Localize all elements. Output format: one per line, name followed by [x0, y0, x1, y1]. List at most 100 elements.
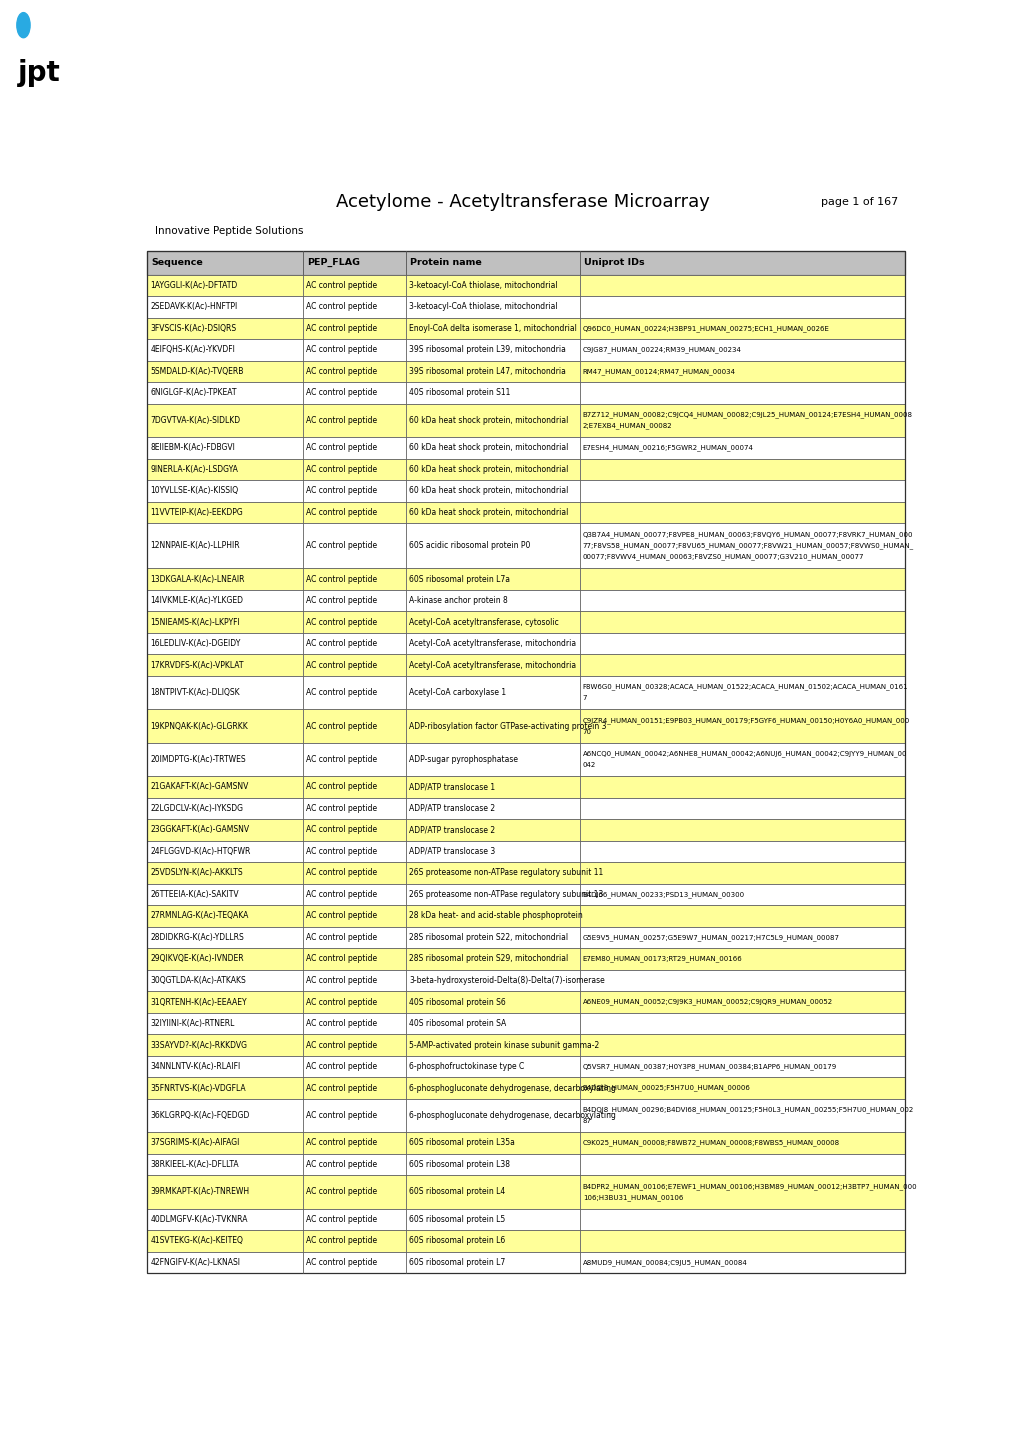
Bar [147, 1229, 904, 1251]
Bar [147, 1251, 904, 1273]
Text: 60S ribosomal protein L35a: 60S ribosomal protein L35a [409, 1139, 515, 1147]
Text: Acetyl-CoA acetyltransferase, mitochondria: Acetyl-CoA acetyltransferase, mitochondr… [409, 639, 576, 648]
Bar [579, 317, 904, 339]
Bar [147, 1013, 904, 1035]
Text: 60 kDa heat shock protein, mitochondrial: 60 kDa heat shock protein, mitochondrial [409, 486, 568, 495]
Bar [303, 970, 406, 991]
Text: AC control peptide: AC control peptide [306, 722, 377, 730]
Text: 6-phosphofructokinase type C: 6-phosphofructokinase type C [409, 1062, 524, 1071]
Text: AC control peptide: AC control peptide [306, 1160, 377, 1169]
Bar [579, 502, 904, 524]
Bar [406, 481, 579, 502]
Bar [303, 1154, 406, 1175]
Text: page 1 of 167: page 1 of 167 [820, 198, 898, 206]
Text: AC control peptide: AC control peptide [306, 890, 377, 899]
Bar [303, 361, 406, 382]
Bar [147, 251, 303, 274]
Text: AC control peptide: AC control peptide [306, 1019, 377, 1027]
Bar [147, 481, 303, 502]
Text: B4DQJ8_HUMAN_00025;F5H7U0_HUMAN_00006: B4DQJ8_HUMAN_00025;F5H7U0_HUMAN_00006 [582, 1085, 750, 1091]
Bar [147, 502, 904, 524]
Bar [579, 675, 904, 710]
Bar [406, 1035, 579, 1056]
Bar [579, 1229, 904, 1251]
Text: 6-phosphogluconate dehydrogenase, decarboxylating: 6-phosphogluconate dehydrogenase, decarb… [409, 1111, 615, 1120]
Text: B7Z712_HUMAN_00082;C9JCQ4_HUMAN_00082;C9JL25_HUMAN_00124;E7ESH4_HUMAN_0008: B7Z712_HUMAN_00082;C9JCQ4_HUMAN_00082;C9… [582, 411, 912, 418]
Text: 23GGKAFT-K(Ac)-GAMSNV: 23GGKAFT-K(Ac)-GAMSNV [150, 825, 250, 834]
Text: 36KLGRPQ-K(Ac)-FQEDGD: 36KLGRPQ-K(Ac)-FQEDGD [150, 1111, 250, 1120]
Text: 12NNPAIE-K(Ac)-LLPHIR: 12NNPAIE-K(Ac)-LLPHIR [150, 541, 239, 550]
Text: 39S ribosomal protein L47, mitochondria: 39S ribosomal protein L47, mitochondria [409, 367, 566, 377]
Text: 8EIIEBM-K(Ac)-FDBGVI: 8EIIEBM-K(Ac)-FDBGVI [150, 443, 235, 452]
Text: AC control peptide: AC control peptide [306, 508, 377, 517]
Bar [303, 743, 406, 776]
Text: 60 kDa heat shock protein, mitochondrial: 60 kDa heat shock protein, mitochondrial [409, 465, 568, 473]
Bar [303, 524, 406, 569]
Bar [579, 905, 904, 926]
Bar [579, 820, 904, 841]
Text: AC control peptide: AC control peptide [306, 345, 377, 355]
Text: ADP/ATP translocase 2: ADP/ATP translocase 2 [409, 825, 494, 834]
Text: 20IMDPTG-K(Ac)-TRTWES: 20IMDPTG-K(Ac)-TRTWES [150, 755, 246, 763]
Text: C9JG87_HUMAN_00224;RM39_HUMAN_00234: C9JG87_HUMAN_00224;RM39_HUMAN_00234 [582, 346, 741, 354]
Bar [147, 655, 904, 675]
Text: AC control peptide: AC control peptide [306, 388, 377, 397]
Bar [147, 1251, 303, 1273]
Text: AC control peptide: AC control peptide [306, 782, 377, 791]
Text: 28DIDKRG-K(Ac)-YDLLRS: 28DIDKRG-K(Ac)-YDLLRS [150, 934, 244, 942]
Bar [579, 481, 904, 502]
Bar [303, 437, 406, 459]
Bar [406, 1078, 579, 1098]
Text: A-kinase anchor protein 8: A-kinase anchor protein 8 [409, 596, 507, 605]
Text: AC control peptide: AC control peptide [306, 912, 377, 921]
Bar [406, 1013, 579, 1035]
Text: 42FNGIFV-K(Ac)-LKNASI: 42FNGIFV-K(Ac)-LKNASI [150, 1258, 240, 1267]
Text: 15NIEAMS-K(Ac)-LKPYFI: 15NIEAMS-K(Ac)-LKPYFI [150, 618, 239, 626]
Text: 2SEDAVK-K(Ac)-HNFTPI: 2SEDAVK-K(Ac)-HNFTPI [150, 303, 237, 312]
Text: 39RMKAPT-K(Ac)-TNREWH: 39RMKAPT-K(Ac)-TNREWH [150, 1188, 250, 1196]
Bar [303, 339, 406, 361]
Text: Protein name: Protein name [410, 258, 481, 267]
Text: 27RMNLAG-K(Ac)-TEQAKA: 27RMNLAG-K(Ac)-TEQAKA [150, 912, 249, 921]
Text: AC control peptide: AC control peptide [306, 1215, 377, 1224]
Bar [147, 926, 303, 948]
Text: 24FLGGVD-K(Ac)-HTQFWR: 24FLGGVD-K(Ac)-HTQFWR [150, 847, 251, 856]
Text: 3-ketoacyl-CoA thiolase, mitochondrial: 3-ketoacyl-CoA thiolase, mitochondrial [409, 303, 557, 312]
Bar [147, 905, 904, 926]
Bar [303, 382, 406, 404]
Bar [303, 675, 406, 710]
Bar [303, 274, 406, 296]
Text: 26S proteasome non-ATPase regulatory subunit 11: 26S proteasome non-ATPase regulatory sub… [409, 869, 602, 877]
Text: 11VVTEIP-K(Ac)-EEKDPG: 11VVTEIP-K(Ac)-EEKDPG [150, 508, 243, 517]
Bar [303, 1251, 406, 1273]
Text: 1AYGGLI-K(Ac)-DFTATD: 1AYGGLI-K(Ac)-DFTATD [150, 281, 237, 290]
Bar [303, 459, 406, 481]
Text: A6NCQ0_HUMAN_00042;A6NHE8_HUMAN_00042;A6NUJ6_HUMAN_00042;C9JYY9_HUMAN_00: A6NCQ0_HUMAN_00042;A6NHE8_HUMAN_00042;A6… [582, 750, 907, 758]
Bar [303, 991, 406, 1013]
Bar [406, 339, 579, 361]
Bar [406, 569, 579, 590]
Bar [147, 339, 303, 361]
Text: 77;F8VS58_HUMAN_00077;F8VU65_HUMAN_00077;F8VW21_HUMAN_00057;F8VWS0_HUMAN_: 77;F8VS58_HUMAN_00077;F8VU65_HUMAN_00077… [582, 543, 913, 550]
Bar [147, 841, 303, 861]
Bar [147, 926, 904, 948]
Text: B4DQJ8_HUMAN_00296;B4DVI68_HUMAN_00125;F5H0L3_HUMAN_00255;F5H7U0_HUMAN_002: B4DQJ8_HUMAN_00296;B4DVI68_HUMAN_00125;F… [582, 1107, 913, 1114]
Bar [406, 1229, 579, 1251]
Bar [406, 1154, 579, 1175]
Text: 26TTEEIA-K(Ac)-SAKITV: 26TTEEIA-K(Ac)-SAKITV [150, 890, 238, 899]
Bar [406, 883, 579, 905]
Text: 10YVLLSE-K(Ac)-KISSIQ: 10YVLLSE-K(Ac)-KISSIQ [150, 486, 238, 495]
Bar [579, 776, 904, 798]
Text: AC control peptide: AC control peptide [306, 688, 377, 697]
Text: 60S acidic ribosomal protein P0: 60S acidic ribosomal protein P0 [409, 541, 530, 550]
Bar [579, 251, 904, 274]
Bar [303, 296, 406, 317]
Text: AC control peptide: AC control peptide [306, 541, 377, 550]
Bar [406, 991, 579, 1013]
Text: 4EIFQHS-K(Ac)-YKVDFI: 4EIFQHS-K(Ac)-YKVDFI [150, 345, 235, 355]
Text: AC control peptide: AC control peptide [306, 281, 377, 290]
Text: 30QGTLDA-K(Ac)-ATKAKS: 30QGTLDA-K(Ac)-ATKAKS [150, 975, 246, 986]
Bar [579, 459, 904, 481]
Text: 3FVSCIS-K(Ac)-DSIQRS: 3FVSCIS-K(Ac)-DSIQRS [150, 323, 236, 333]
Bar [579, 1013, 904, 1035]
